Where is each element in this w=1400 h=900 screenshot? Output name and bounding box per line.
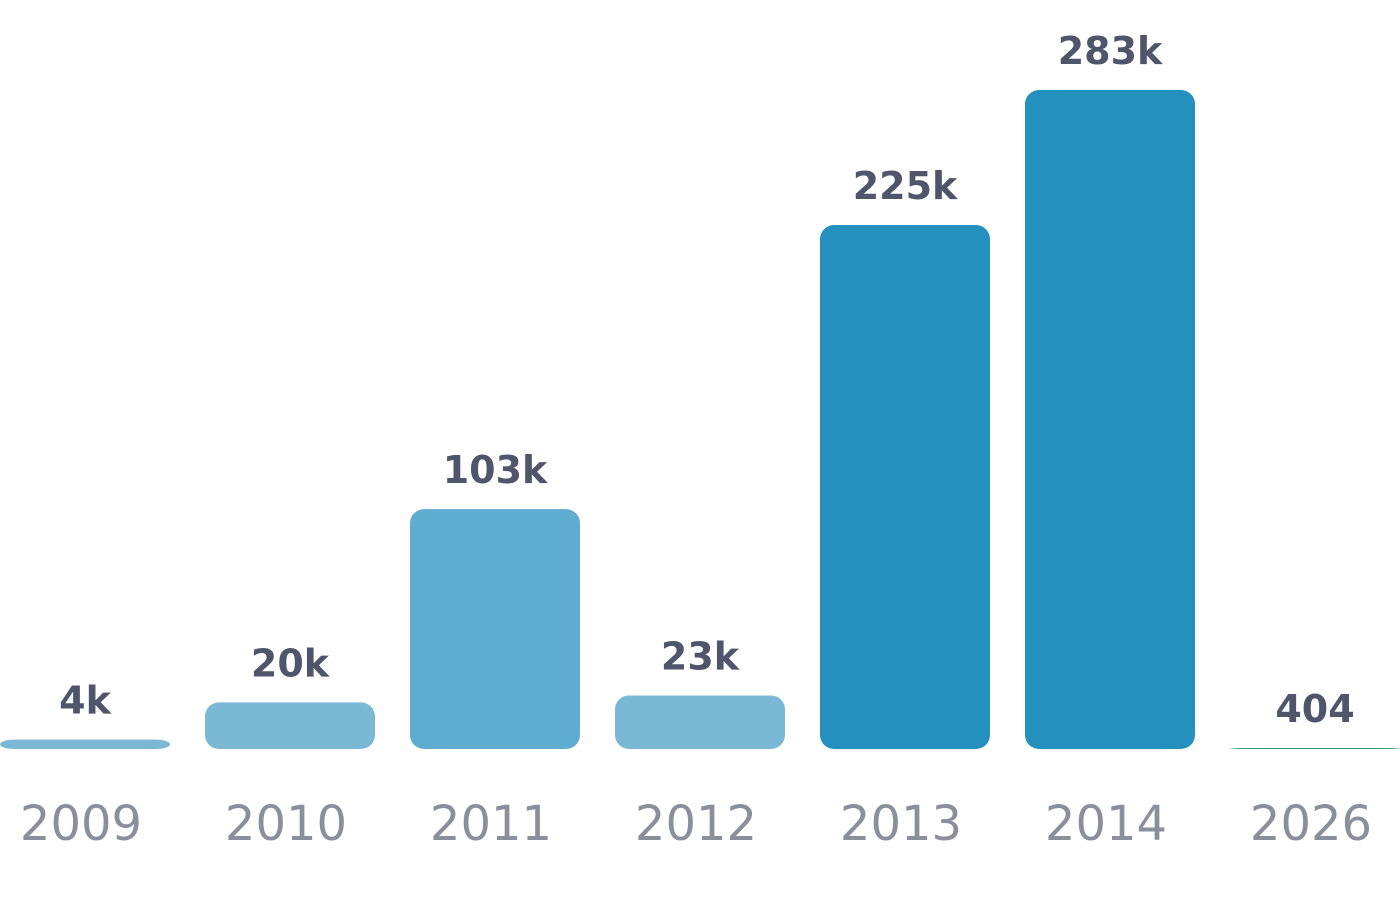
- x-tick-label: 2011: [430, 796, 552, 852]
- value-label: 225k: [853, 164, 958, 208]
- x-tick-label: 2012: [635, 796, 757, 852]
- bar: [205, 702, 375, 749]
- x-tick-label: 2009: [20, 796, 142, 852]
- bar: [1025, 90, 1195, 749]
- value-label: 103k: [443, 448, 548, 492]
- x-tick-label: 2013: [840, 796, 962, 852]
- bar: [0, 739, 170, 749]
- x-tick-label: 2026: [1250, 796, 1372, 852]
- value-label: 20k: [251, 641, 330, 685]
- x-tick-label: 2010: [225, 796, 347, 852]
- value-label: 404: [1275, 687, 1354, 731]
- value-label: 283k: [1058, 29, 1163, 73]
- bar: [1230, 748, 1400, 749]
- value-label: 4k: [59, 679, 111, 723]
- bar: [410, 509, 580, 749]
- bar: [820, 225, 990, 750]
- x-tick-label: 2014: [1045, 796, 1167, 852]
- value-label: 23k: [661, 634, 740, 678]
- bar: [615, 695, 785, 749]
